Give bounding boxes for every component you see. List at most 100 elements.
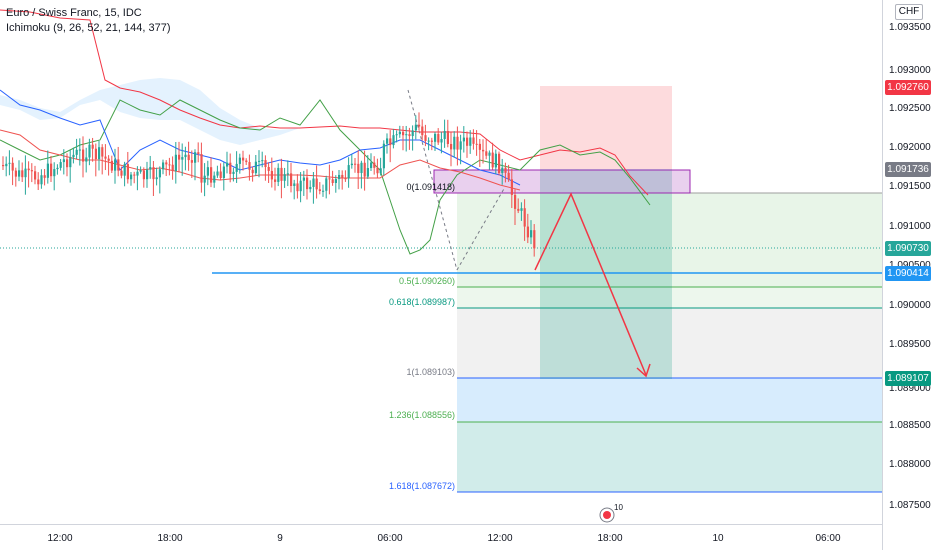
time-axis[interactable]: 12:00 18:00 9 06:00 12:00 18:00 10 06:00: [0, 524, 882, 551]
candle-body: [178, 154, 181, 160]
candle-body: [200, 153, 203, 183]
indicator-title[interactable]: Ichimoku (9, 26, 52, 21, 144, 377): [6, 22, 171, 34]
candle-body: [392, 135, 395, 146]
candle-body: [357, 163, 360, 174]
candle-body: [158, 169, 161, 178]
fib-label-0-618: 0.618(1.089987): [389, 297, 455, 307]
candle-body: [488, 152, 491, 156]
candle-body: [245, 160, 248, 163]
candle-body: [219, 171, 222, 178]
candle-body: [501, 167, 504, 173]
candle-body: [494, 153, 497, 168]
horizontal-line-price-label: 1.090414: [885, 266, 931, 281]
ichimoku-cloud: [0, 78, 360, 145]
candle-body: [370, 162, 373, 169]
candle-body: [363, 162, 366, 177]
candle-body: [91, 144, 94, 149]
candle-body: [34, 171, 37, 180]
fib-trend-line-2: [407, 89, 458, 271]
candle-body: [50, 163, 53, 177]
event-count: 10: [614, 503, 623, 512]
candle-body: [133, 174, 136, 176]
candle-body: [8, 162, 11, 164]
candle-body: [258, 160, 261, 162]
symbol-title[interactable]: Euro / Swiss Franc, 15, IDC: [6, 7, 142, 19]
chart-area[interactable]: 0(1.091418) 0.5(1.090260) 0.618(1.089987…: [0, 0, 882, 524]
price-tick: 1.091000: [889, 221, 931, 232]
candle-body: [56, 167, 59, 170]
candle-body: [398, 131, 401, 135]
candle-body: [30, 170, 33, 172]
candle-body: [347, 165, 350, 179]
candle-body: [338, 174, 341, 180]
candle-body: [485, 151, 488, 156]
candle-body: [171, 164, 174, 172]
supply-zone-rectangle[interactable]: [433, 169, 691, 194]
candle-body: [456, 136, 459, 150]
candle-body: [43, 175, 46, 178]
candle-body: [104, 156, 107, 159]
candle-body: [293, 183, 296, 186]
candle-body: [235, 163, 238, 172]
candle-body: [264, 160, 267, 167]
candle-body: [59, 162, 62, 168]
projection-arrow[interactable]: [534, 192, 651, 378]
candle-body: [206, 167, 209, 176]
candle-body: [382, 143, 385, 169]
price-tick: 1.089500: [889, 339, 931, 350]
candle-body: [190, 160, 193, 163]
fib-label-1-618: 1.618(1.087672): [389, 481, 455, 491]
candle-body: [450, 143, 453, 150]
candle-body: [440, 139, 443, 143]
candle-body: [421, 126, 424, 136]
candle-body: [302, 177, 305, 181]
candle-body: [216, 171, 219, 176]
candle-body: [514, 194, 517, 209]
target-price-label: 1.089107: [885, 371, 931, 386]
candle-body: [117, 159, 120, 171]
candle-body: [443, 131, 446, 140]
candle-body: [408, 134, 411, 137]
currency-label[interactable]: CHF: [895, 4, 923, 20]
candle-body: [21, 170, 24, 178]
candle-body: [152, 167, 155, 180]
candle-body: [232, 171, 235, 174]
chart-canvas[interactable]: 0(1.091418) 0.5(1.090260) 0.618(1.089987…: [0, 0, 882, 524]
fibonacci-zones: [457, 192, 882, 493]
candle-body: [280, 167, 283, 181]
candle-body: [270, 170, 273, 180]
candle-body: [389, 138, 392, 146]
candle-body: [168, 164, 171, 166]
candle-body: [469, 137, 472, 146]
short-position-tool[interactable]: [540, 86, 672, 379]
candle-body: [82, 149, 85, 162]
candle-body: [261, 160, 264, 162]
candle-body: [62, 159, 65, 163]
candle-body: [411, 130, 414, 137]
candle-body: [248, 162, 251, 170]
candle-body: [325, 178, 328, 191]
price-axis[interactable]: CHF 1.093500 1.093000 1.092500 1.092000 …: [882, 0, 932, 550]
candle-body: [341, 174, 344, 179]
candle-body: [229, 162, 232, 174]
price-tick: 1.092500: [889, 103, 931, 114]
candle-body: [306, 177, 309, 190]
candle-body: [526, 226, 529, 238]
candle-body: [165, 162, 168, 165]
fib-label-0-5: 0.5(1.090260): [399, 276, 455, 286]
economic-event-badge[interactable]: 10: [599, 503, 623, 523]
price-tick: 1.088000: [889, 459, 931, 470]
candle-body: [24, 168, 27, 178]
candle-body: [187, 154, 190, 161]
fib-label-1: 1(1.089103): [406, 367, 455, 377]
candle-body: [69, 157, 72, 168]
candle-body: [360, 162, 363, 174]
candle-body: [331, 179, 334, 183]
candle-body: [328, 178, 331, 180]
time-tick: 18:00: [597, 533, 623, 544]
candle-body: [309, 186, 312, 190]
candle-body: [344, 178, 347, 180]
candle-body: [315, 178, 318, 190]
candle-body: [418, 124, 421, 127]
price-tick: 1.093000: [889, 65, 931, 76]
